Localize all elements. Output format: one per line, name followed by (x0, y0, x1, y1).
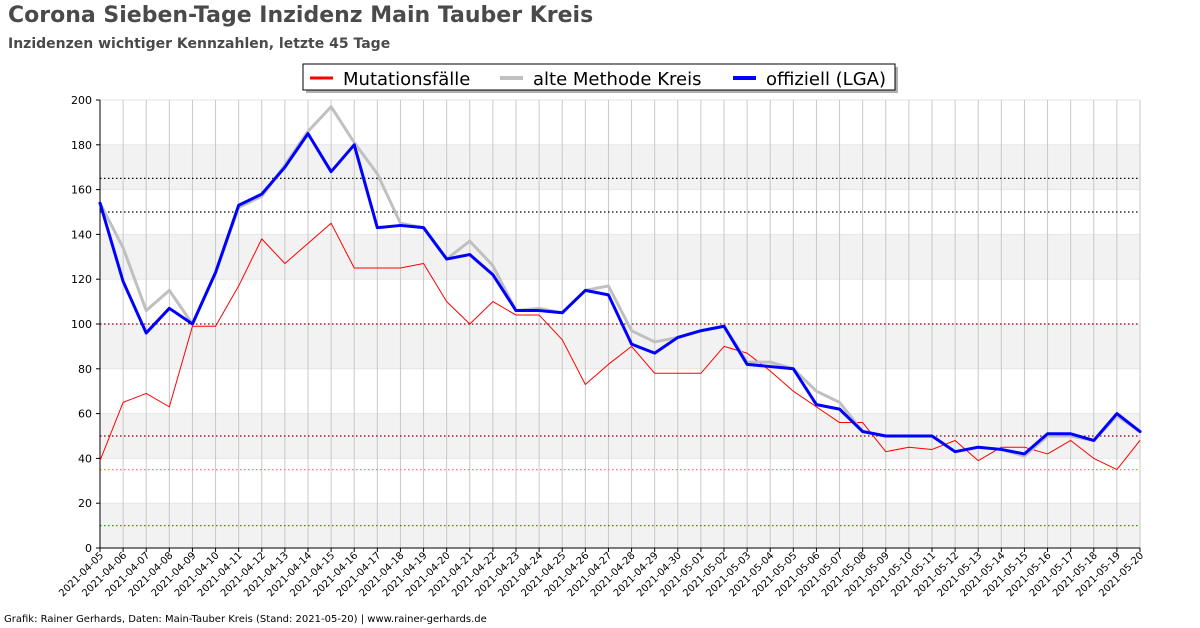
y-tick-label: 0 (85, 542, 92, 555)
y-tick-label: 120 (71, 273, 92, 286)
y-tick-label: 60 (78, 408, 92, 421)
y-tick-label: 80 (78, 363, 92, 376)
y-tick-label: 140 (71, 228, 92, 241)
y-tick-label: 200 (71, 94, 92, 107)
y-tick-label: 40 (78, 452, 92, 465)
grid-band (100, 324, 1140, 369)
y-tick-label: 100 (71, 318, 92, 331)
legend-label: Mutationsfälle (343, 69, 470, 90)
footer-credit: Grafik: Rainer Gerhards, Daten: Main-Tau… (4, 614, 487, 625)
grid-layer (99, 99, 1141, 549)
legend-box (302, 63, 896, 91)
grid-band (100, 234, 1140, 280)
y-tick-label: 180 (71, 139, 92, 152)
chart-subtitle: Inzidenzen wichtiger Kennzahlen, letzte … (8, 36, 391, 52)
line-chart: 0204060801001201401601802002021-04-05202… (57, 63, 1146, 599)
series-line-3 (98, 132, 1142, 456)
y-tick-label: 20 (78, 497, 92, 510)
grid-band (100, 144, 1140, 190)
legend: Mutationsfälle alte Methode Kreis offiziel… (302, 63, 898, 93)
chart-title: Corona Sieben-Tage Inzidenz Main Tauber … (8, 3, 594, 28)
y-tick-label: 160 (71, 184, 92, 197)
legend-label: alte Methode Kreis (533, 69, 701, 90)
legend-label: offiziell (LGA) (766, 69, 886, 90)
